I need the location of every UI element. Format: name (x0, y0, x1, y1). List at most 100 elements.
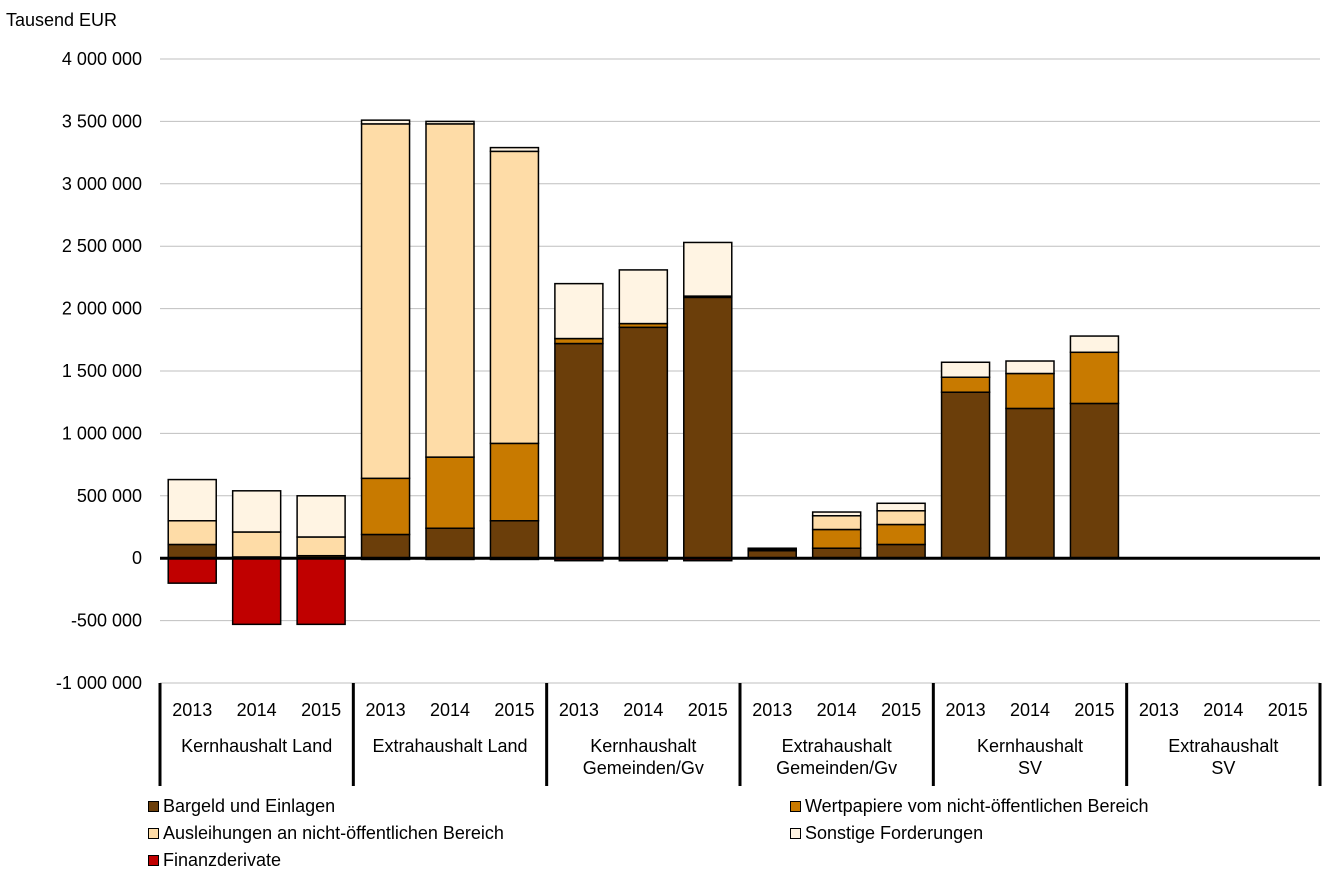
x-tick-label-year: 2014 (430, 700, 470, 720)
x-tick-label-year: 2015 (494, 700, 534, 720)
x-group-label: Extrahaushalt (1168, 736, 1278, 756)
y-tick-label: 4 000 000 (62, 49, 142, 69)
legend-swatch (148, 801, 159, 812)
y-tick-label: 3 500 000 (62, 111, 142, 131)
legend: Bargeld und Einlagen Wertpapiere vom nich… (148, 796, 1318, 880)
legend-label: Ausleihungen an nicht-öffentlichen Berei… (163, 823, 504, 843)
legend-label: Sonstige Forderungen (805, 823, 984, 843)
x-tick-label-year: 2014 (237, 700, 277, 720)
bar-segment (296, 536, 346, 557)
bar-segment (360, 533, 411, 559)
bar-segment (425, 123, 475, 458)
bar-segment (489, 146, 540, 153)
bar-segment (554, 342, 604, 559)
legend-item: Finanzderivate (148, 850, 281, 871)
gridlines (160, 58, 1320, 684)
bar-segment (489, 150, 540, 445)
y-tick-labels: -1 000 000 -500 000 0 500 000 1 000 000 1 500… (56, 49, 142, 693)
bar-segment (1005, 360, 1055, 375)
x-tick-label-year: 2013 (946, 700, 986, 720)
bar-segment (167, 520, 217, 546)
bar-segment (360, 477, 411, 536)
legend-swatch (148, 855, 159, 866)
x-tick-label-year: 2014 (817, 700, 857, 720)
bar-segment (554, 282, 604, 340)
x-group-label: Kernhaushalt (590, 736, 696, 756)
bar-segment (489, 442, 540, 522)
x-group-label: Kernhaushalt (977, 736, 1083, 756)
bar-segment (683, 296, 733, 559)
x-axis: 2013 2014 2015 Kernhaushalt Land 2013 2014 201… (158, 683, 1322, 786)
legend-swatch (790, 828, 801, 839)
x-tick-label-year: 2015 (1074, 700, 1114, 720)
bar-segment (683, 241, 733, 297)
x-tick-label-year: 2015 (881, 700, 921, 720)
x-tick-label-year: 2013 (1139, 700, 1179, 720)
bar-segment (1069, 351, 1120, 405)
x-group-label: Extrahaushalt Land (372, 736, 527, 756)
y-tick-label: -1 000 000 (56, 673, 142, 693)
legend-label: Bargeld und Einlagen (163, 796, 336, 816)
legend-item: Sonstige Forderungen (790, 823, 983, 844)
bar-segment (167, 543, 217, 559)
x-group-label: SV (1211, 758, 1235, 778)
x-group-label: Gemeinden/Gv (776, 758, 897, 778)
bar-segment (231, 490, 282, 533)
bar-segment (811, 511, 862, 517)
legend-label: Finanzderivate (163, 850, 282, 870)
x-group-label: Extrahaushalt (782, 736, 892, 756)
bar-segment (360, 123, 411, 480)
y-tick-label: 2 000 000 (62, 299, 142, 319)
legend-item: Ausleihungen an nicht-öffentlichen Berei… (148, 823, 504, 844)
x-tick-label-year: 2013 (366, 700, 406, 720)
x-group-label: Gemeinden/Gv (583, 758, 704, 778)
x-tick-label-year: 2014 (1203, 700, 1243, 720)
bar-segment (747, 547, 797, 551)
bar-segment (811, 528, 862, 549)
bar-segment (1069, 335, 1120, 354)
bar-segment (425, 527, 475, 559)
bar-segment (811, 515, 862, 531)
legend-item: Bargeld und Einlagen (148, 796, 335, 817)
x-group-label: Kernhaushalt Land (181, 736, 332, 756)
bar-segment (167, 557, 217, 584)
bars (167, 119, 1120, 626)
bar-segment (618, 269, 669, 325)
x-tick-label-year: 2015 (301, 700, 341, 720)
y-tick-label: 2 500 000 (62, 236, 142, 256)
bar-segment (231, 531, 282, 558)
bar-segment (940, 361, 991, 378)
bar-segment (167, 478, 217, 522)
y-tick-label: -500 000 (71, 611, 142, 631)
bar-segment (296, 557, 346, 626)
x-group-label: SV (1018, 758, 1042, 778)
legend-swatch (790, 801, 801, 812)
x-tick-label-year: 2014 (1010, 700, 1050, 720)
bar-segment (940, 391, 991, 559)
y-tick-label: 500 000 (77, 486, 142, 506)
y-tick-label: 0 (132, 548, 142, 568)
bar-segment (876, 543, 926, 559)
x-tick-label-year: 2014 (623, 700, 663, 720)
legend-label: Wertpapiere vom nicht-öffentlichen Berei… (805, 796, 1149, 816)
bar-segment (231, 557, 282, 626)
bar-segment (876, 502, 926, 512)
bar-segment (425, 456, 475, 529)
legend-item: Wertpapiere vom nicht-öffentlichen Berei… (790, 796, 1149, 817)
bar-segment (296, 495, 346, 538)
legend-swatch (148, 828, 159, 839)
bar-segment (1005, 407, 1055, 559)
bar-segment (940, 376, 991, 393)
x-tick-label-year: 2015 (1268, 700, 1308, 720)
x-tick-label-year: 2015 (688, 700, 728, 720)
chart: Tausend EUR -1 000 000 -500 000 0 500 000 1 … (6, 10, 1322, 786)
bar-segment (876, 510, 926, 526)
y-tick-label: 3 000 000 (62, 174, 142, 194)
bar-segment (489, 520, 540, 559)
y-tick-label: 1 000 000 (62, 423, 142, 443)
x-tick-label-year: 2013 (172, 700, 212, 720)
bar-segment (618, 326, 669, 559)
bar-segment (1069, 402, 1120, 559)
bar-segment (876, 523, 926, 546)
bar-segment (1005, 372, 1055, 410)
